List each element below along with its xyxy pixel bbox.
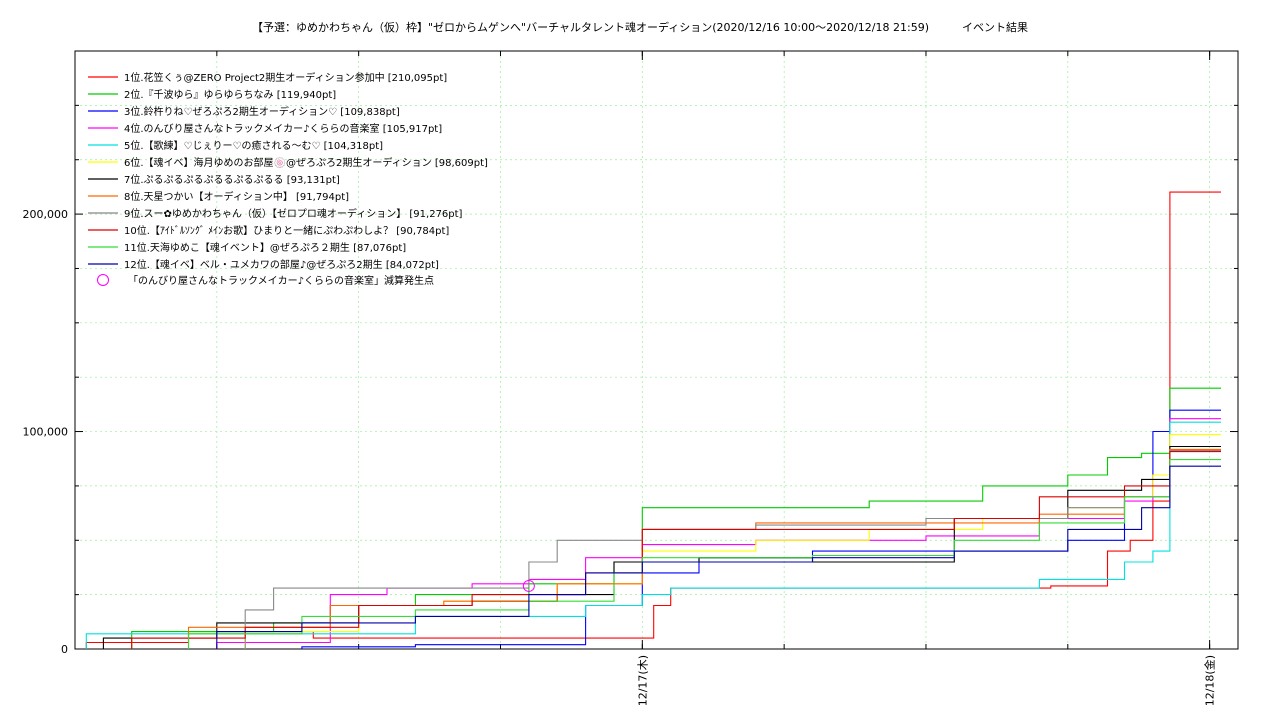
legend-label: 2位.『千波ゆら』ゆらゆらちなみ [119,940pt] <box>124 88 336 101</box>
series-line-8 <box>187 448 1221 649</box>
series-line-10 <box>131 451 1221 649</box>
legend-label: 4位.のんびり屋さんなトラックメイカー♪くららの音楽室 [105,917pt] <box>124 122 442 135</box>
series-line-5 <box>85 421 1221 649</box>
legend-marker-swatch <box>97 274 109 286</box>
legend-label: 8位.天星つかい【オーディション中】 [91,794pt] <box>124 190 349 203</box>
legend-label: 12位.【魂イベ】ベル・ユメカワの部屋♪@ぜろぷろ2期生 [84,072pt] <box>124 258 439 271</box>
legend-label: 7位.ぷるぷるぷるぷるるぷるぷるる [93,131pt] <box>124 173 340 186</box>
legend: 1位.花笠くぅ@ZERO Project2期生オーディション参加中 [210,0… <box>88 71 488 287</box>
y-tick-label: 100,000 <box>23 426 69 439</box>
legend-marker-label: 「のんびり屋さんなトラックメイカー♪くららの音楽室」減算発生点 <box>128 274 434 287</box>
legend-label: 10位.【ｱｲﾄﾞﾙｿﾝｸﾞ ﾒｲﾝお歌】ひまりと一緒にぷわぷわしよ？ [90,… <box>124 224 449 237</box>
legend-label: 9位.スー✿ゆめかわちゃん（仮）【ゼロプロ魂オーディション】 [91,276pt… <box>124 207 463 220</box>
series-line-7 <box>102 445 1221 649</box>
x-tick-label: 12/17(木) <box>636 655 649 706</box>
legend-label: 5位.【歌練】♡じぇりー♡の癒される〜む♡ [104,318pt] <box>124 139 383 152</box>
series-line-4 <box>216 418 1221 649</box>
reduction-marker <box>522 579 535 592</box>
plot-frame <box>74 50 1239 650</box>
legend-label: 3位.鈴杵りね♡ぜろぷろ2期生オーディション♡ [109,838pt] <box>124 105 400 118</box>
chart-title: 【予選：ゆめかわちゃん（仮）枠】"ゼロからムゲンへ"バーチャルタレント魂オーディ… <box>251 21 1028 34</box>
x-tick-label: 12/18(金) <box>1203 655 1217 706</box>
marker-layer <box>522 579 535 592</box>
y-tick-label: 0 <box>61 643 68 656</box>
series-line-12 <box>216 465 1221 649</box>
y-tick-label: 200,000 <box>23 208 69 221</box>
series-line-11 <box>187 459 1221 649</box>
legend-label: 1位.花笠くぅ@ZERO Project2期生オーディション参加中 [210,0… <box>124 71 447 84</box>
legend-label: 11位.天海ゆめこ【魂イベント】@ぜろぷろ２期生 [87,076pt] <box>124 241 406 254</box>
legend-label: 6位.【魂イベ】海月ゆめのお部屋🍥@ぜろぷろ2期生オーディション [98,609… <box>124 156 488 169</box>
series-line-9 <box>244 449 1221 649</box>
series-lines <box>85 191 1221 649</box>
